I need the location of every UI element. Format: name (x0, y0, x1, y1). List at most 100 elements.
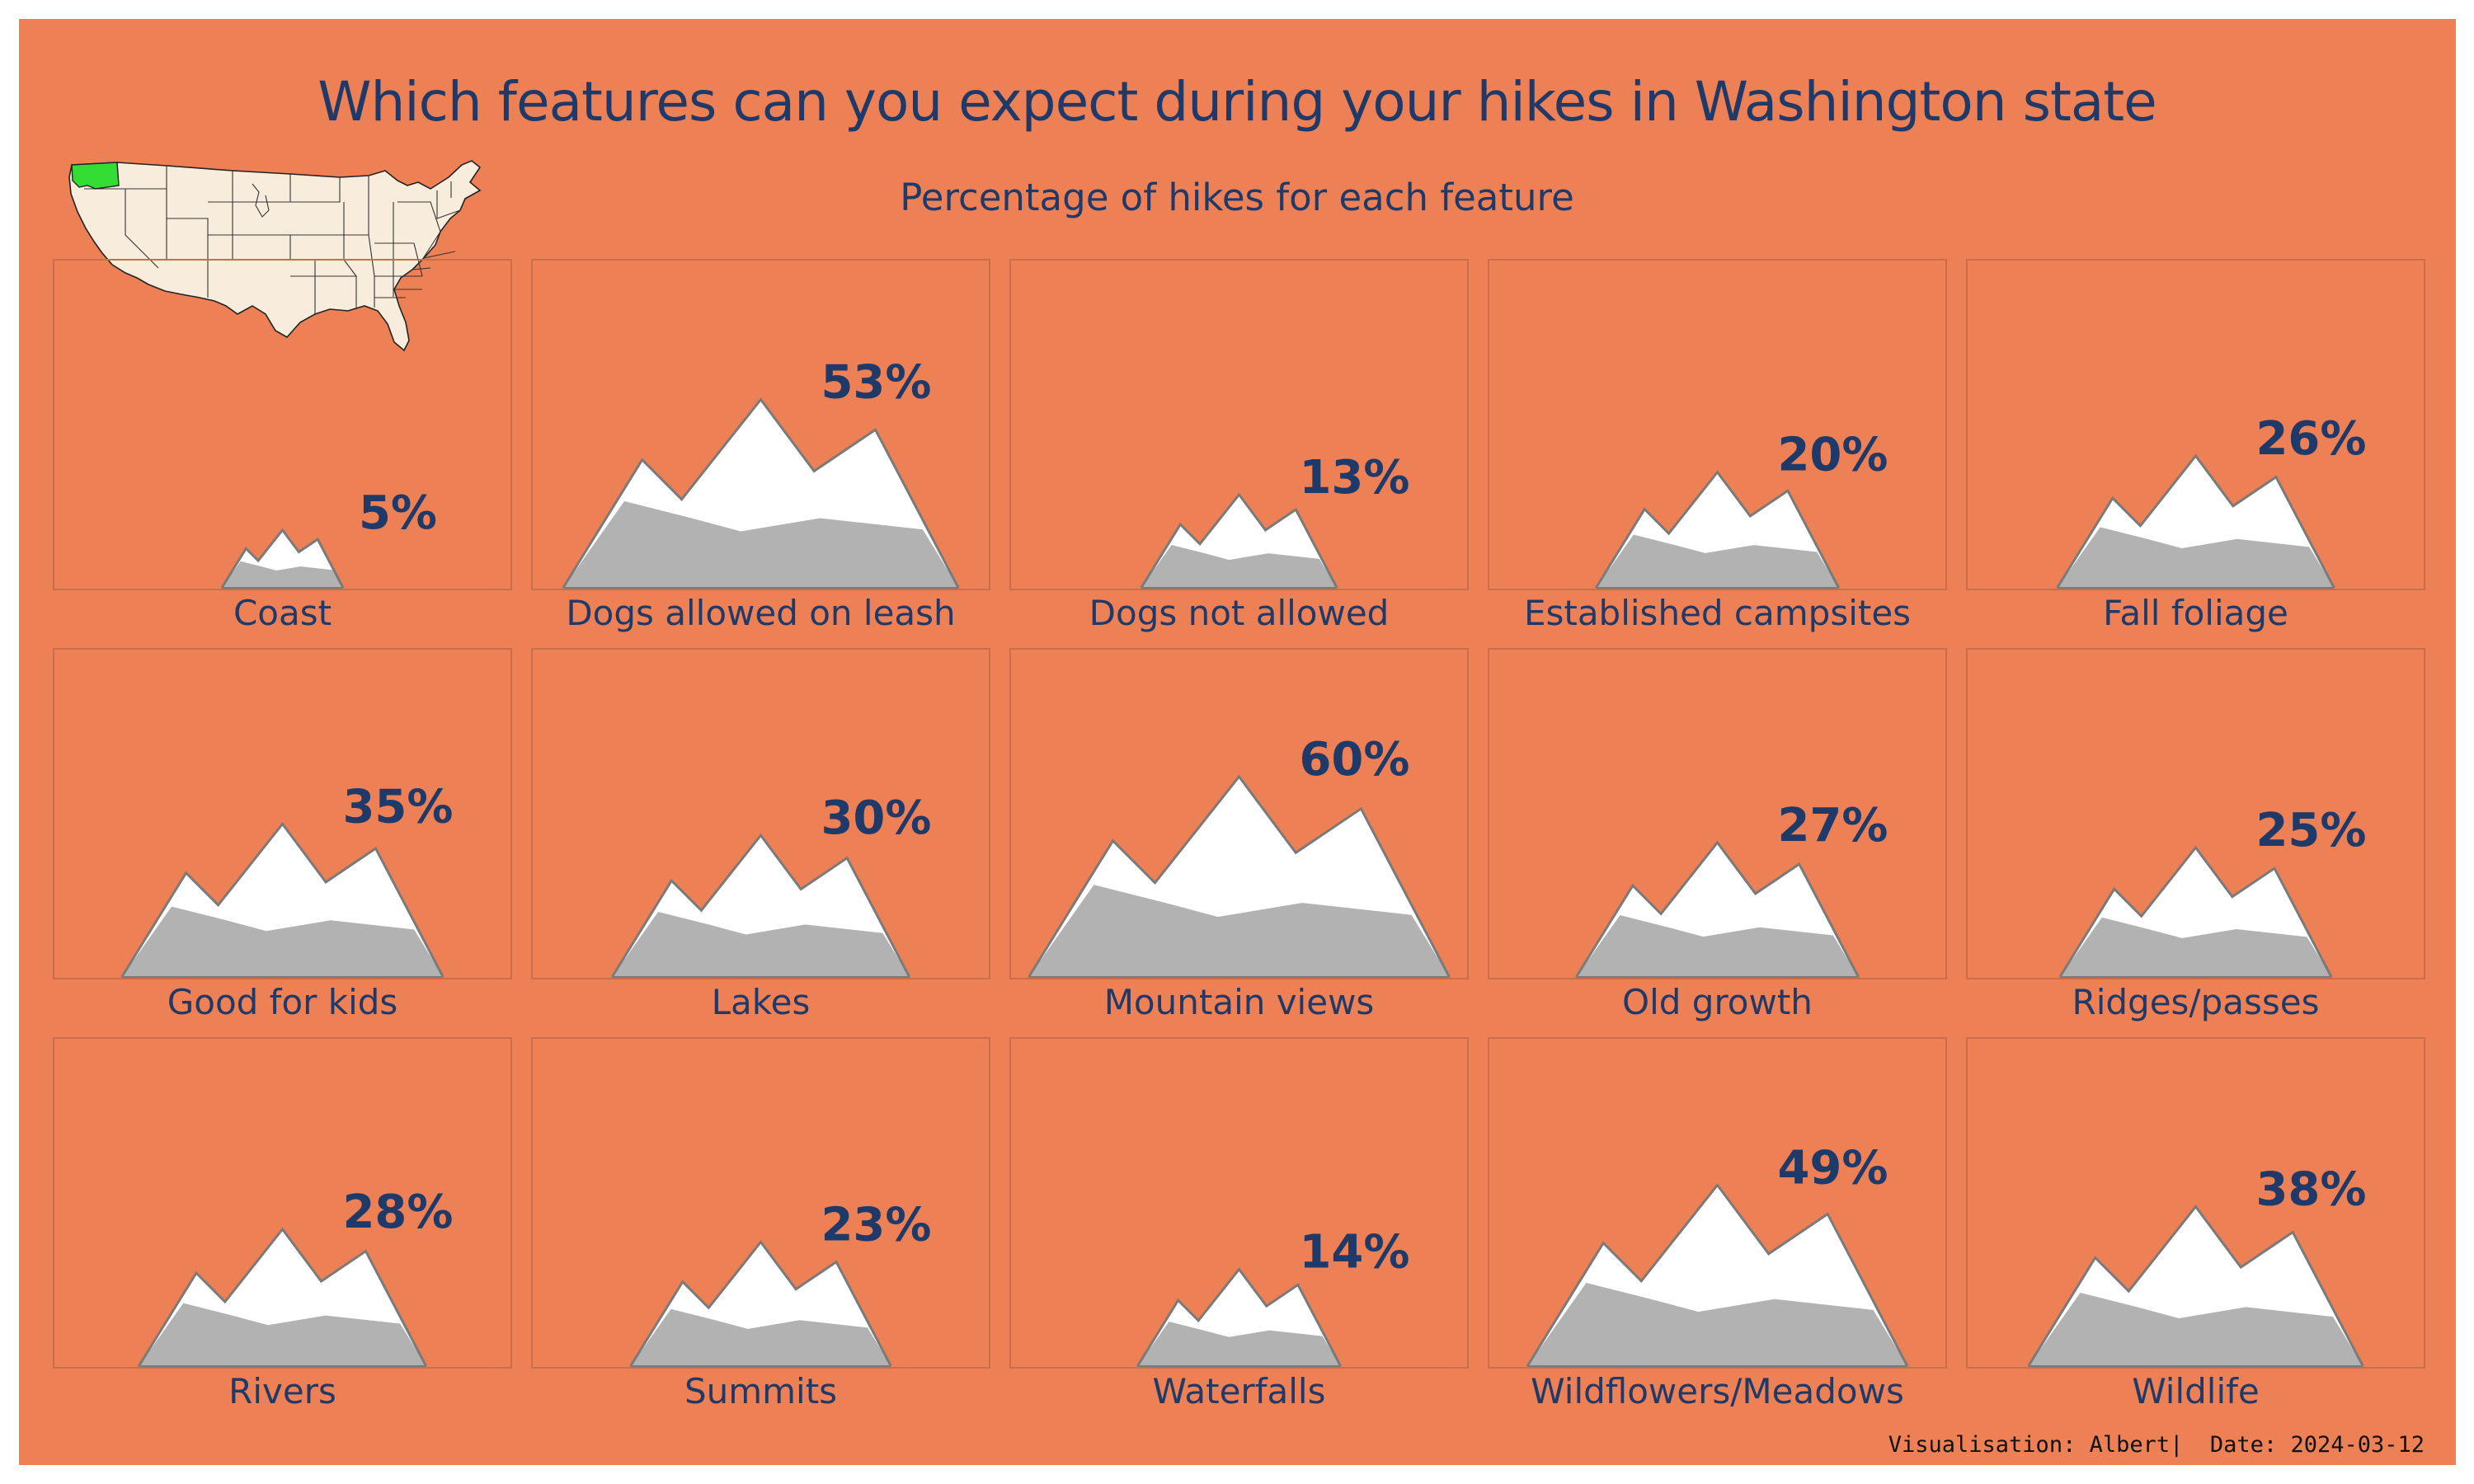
mountain-outline-mark (1595, 470, 1841, 589)
caption: Visualisation: Albert| Date: 2024-03-12 (1888, 1432, 2425, 1458)
facet-frame (1488, 259, 1947, 590)
facet-old-growth: 27% Old growth (1488, 648, 1947, 1022)
facet-mountain-views: 60% Mountain views (1009, 648, 1469, 1022)
data-label: 14% (1299, 1226, 1409, 1280)
mountain-outline-mark (562, 397, 960, 589)
facet-frame (1488, 648, 1947, 979)
facet-frame (53, 648, 512, 979)
data-label: 35% (342, 780, 453, 834)
data-label: 13% (1299, 451, 1409, 505)
category-label: Good for kids (167, 982, 398, 1022)
facet-frame (1966, 259, 2425, 590)
data-label: 49% (1777, 1141, 1888, 1195)
category-label: Wildlife (2132, 1371, 2260, 1411)
facet-frame (1009, 1037, 1469, 1369)
facet-frame (531, 259, 990, 590)
facet-frame (53, 259, 512, 590)
category-label: Fall foliage (2103, 593, 2288, 633)
facet-wildflowers-meadows: 49% Wildflowers/Meadows (1488, 1037, 1947, 1411)
data-label: 60% (1299, 733, 1409, 787)
facet-frame (1488, 1037, 1947, 1369)
category-label: Waterfalls (1153, 1371, 1326, 1411)
category-label: Wildflowers/Meadows (1531, 1371, 1904, 1411)
mountain-outline-mark (610, 833, 911, 978)
facet-frame (53, 1037, 512, 1369)
mountain-outline-mark (2056, 453, 2335, 589)
facet-dogs-not-allowed: 13% Dogs not allowed (1009, 259, 1469, 633)
mountain-rock-mark (1527, 1283, 1907, 1366)
us-states-map-icon (68, 160, 482, 352)
mountain-outline-mark (2058, 845, 2333, 978)
washington-state-highlight (71, 162, 120, 190)
facet-waterfalls: 14% Waterfalls (1009, 1037, 1469, 1411)
data-label: 28% (342, 1186, 453, 1239)
facet-frame (1966, 1037, 2425, 1369)
category-label: Lakes (712, 982, 811, 1022)
category-label: Coast (233, 593, 332, 633)
mountain-rock-mark (1141, 545, 1338, 588)
great-lakes-outline (252, 183, 270, 218)
mountain-rock-mark (630, 1308, 891, 1366)
facet-lakes: 30% Lakes (531, 648, 990, 1022)
mountain-outline-mark (1140, 492, 1338, 589)
facet-established-campsites: 20% Established campsites (1488, 259, 1947, 633)
facet-ridges-passes: 25% Ridges/passes (1966, 648, 2425, 1022)
chart-subtitle: Percentage of hikes for each feature (900, 176, 1574, 219)
facet-frame (531, 648, 990, 979)
mountain-rock-mark (1576, 915, 1859, 977)
chart-title: Which features can you expect during you… (317, 70, 2157, 134)
category-label: Old growth (1622, 982, 1813, 1022)
mountain-outline-mark (138, 1227, 428, 1367)
mountain-rock-mark (1028, 885, 1450, 977)
facet-frame (531, 1037, 990, 1369)
facet-frame (1009, 259, 1469, 590)
data-label: 38% (2255, 1163, 2366, 1217)
mountain-outline-mark (2027, 1205, 2364, 1367)
data-label: 27% (1777, 799, 1888, 852)
data-label: 20% (1777, 429, 1888, 482)
mountain-rock-mark (1137, 1322, 1341, 1366)
mountain-rock-mark (221, 561, 344, 588)
category-label: Rivers (228, 1371, 336, 1411)
facet-frame (1966, 648, 2425, 979)
mountain-outline-mark (1136, 1267, 1343, 1367)
category-label: Established campsites (1524, 593, 1911, 633)
facet-good-for-kids: 35% Good for kids (53, 648, 512, 1022)
mountain-outline-mark (120, 821, 444, 978)
facet-wildlife: 38% Wildlife (1966, 1037, 2425, 1411)
mountain-rock-mark (121, 906, 444, 977)
category-label: Ridges/passes (2072, 982, 2320, 1022)
data-label: 23% (821, 1199, 931, 1252)
mountain-outline-mark (1575, 840, 1860, 978)
mountain-rock-mark (1596, 534, 1839, 588)
facet-fall-foliage: 26% Fall foliage (1966, 259, 2425, 633)
category-label: Mountain views (1104, 982, 1375, 1022)
facet-rivers: 28% Rivers (53, 1037, 512, 1411)
data-label: 30% (821, 791, 931, 845)
mountain-rock-mark (2059, 917, 2332, 977)
mountain-outline-mark (1526, 1182, 1909, 1367)
mountain-outline-mark (1028, 774, 1451, 978)
caption-author: Visualisation: Albert (1888, 1432, 2171, 1458)
mountain-rock-mark (2028, 1293, 2363, 1366)
facet-dogs-allowed-on-leash: 53% Dogs allowed on leash (531, 259, 990, 633)
mountain-outline-mark (629, 1240, 892, 1367)
mountain-outline-mark (220, 528, 345, 589)
mountain-rock-mark (612, 912, 910, 977)
mountain-rock-mark (2057, 527, 2335, 588)
mountain-rock-mark (139, 1303, 426, 1366)
data-label: 26% (2255, 412, 2366, 466)
us-outline (68, 160, 482, 352)
caption-separator: | (2170, 1432, 2184, 1458)
data-label: 25% (2255, 804, 2366, 857)
facet-frame (1009, 648, 1469, 979)
category-label: Dogs not allowed (1089, 593, 1390, 633)
caption-date: Date: 2024-03-12 (2209, 1432, 2425, 1458)
category-label: Dogs allowed on leash (566, 593, 955, 633)
facet-coast: 5% Coast (53, 259, 512, 633)
category-label: Summits (684, 1371, 837, 1411)
facet-summits: 23% Summits (531, 1037, 990, 1411)
data-label: 5% (359, 486, 437, 540)
data-label: 53% (821, 356, 931, 410)
